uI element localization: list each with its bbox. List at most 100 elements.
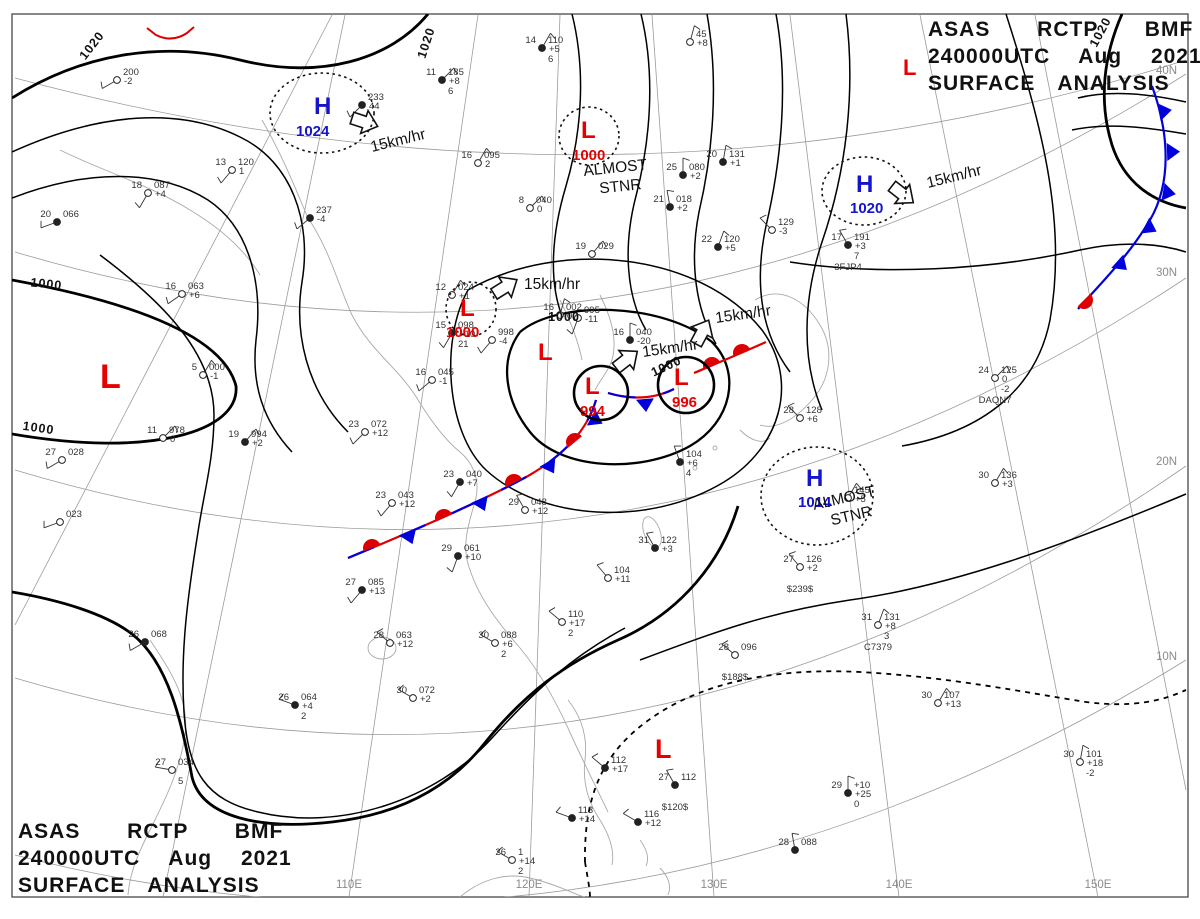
center-value: 1014	[798, 494, 832, 511]
center-dotted-ring	[558, 106, 620, 166]
svg-text:028: 028	[68, 447, 84, 458]
station-plot: 16 063+6	[165, 281, 204, 305]
isobar-label: 1000	[548, 310, 580, 324]
station-plot: 25 080+2	[666, 157, 705, 182]
station-plot: 995-11	[566, 305, 600, 335]
svg-text:-20: -20	[637, 336, 651, 347]
svg-text:2: 2	[501, 649, 506, 660]
svg-text:018: 018	[676, 194, 692, 205]
isobars	[12, 14, 1187, 897]
svg-text:+8: +8	[697, 38, 708, 49]
svg-text:+6: +6	[807, 414, 818, 425]
svg-text:064: 064	[301, 692, 317, 703]
svg-text:27: 27	[783, 554, 794, 565]
center-letter: L	[460, 295, 475, 322]
center-value: 1000	[446, 324, 479, 341]
low-center: L 1000	[558, 106, 620, 166]
station-plot: 237-4	[294, 205, 332, 230]
station-circle	[474, 159, 482, 167]
stationary-front	[347, 399, 603, 560]
lat-label: 40N	[1156, 65, 1177, 77]
station-circle	[731, 651, 739, 659]
svg-text:27: 27	[155, 757, 166, 768]
svg-text:19: 19	[575, 241, 586, 252]
svg-text:116: 116	[644, 809, 659, 820]
svg-text:110: 110	[568, 609, 583, 620]
station-plot: 29 048+12	[508, 493, 548, 517]
svg-text:128: 128	[806, 405, 822, 416]
station-plot: 110+172	[548, 607, 585, 639]
station-plot: 200-2	[100, 67, 139, 89]
station-circle	[358, 101, 366, 109]
svg-text:11: 11	[426, 67, 436, 78]
svg-text:066: 066	[63, 209, 79, 220]
center-dotted-ring	[445, 281, 497, 337]
svg-text:11: 11	[147, 425, 157, 436]
station-plot: 45+8	[686, 25, 708, 49]
warm-front-pip	[435, 509, 453, 522]
cold-front-pip	[1111, 254, 1127, 271]
station-circle	[241, 438, 249, 446]
svg-text:44: 44	[369, 101, 380, 112]
station-plot: 28 088	[778, 832, 817, 854]
station-circle	[874, 621, 882, 629]
svg-text:$188$: $188$	[722, 672, 749, 683]
svg-text:+3: +3	[1002, 479, 1013, 490]
svg-text:+2: +2	[677, 203, 688, 214]
station-circle	[428, 376, 436, 384]
station-circle	[1076, 758, 1084, 766]
station-plot: 28 096 $188$	[718, 640, 757, 683]
lon-label: 150E	[1085, 879, 1112, 891]
station-circle	[409, 694, 417, 702]
station-circle	[934, 699, 942, 707]
station-plot: 104+64	[673, 445, 702, 479]
center-value: 994	[580, 403, 606, 420]
svg-text:19: 19	[228, 429, 239, 440]
svg-text:-2: -2	[124, 76, 132, 87]
svg-text:$120$: $120$	[662, 802, 689, 813]
svg-text:+2: +2	[420, 694, 431, 705]
center-value: 1024	[296, 123, 330, 140]
svg-text:+8: +8	[449, 76, 460, 87]
svg-text:+1: +1	[459, 291, 470, 302]
svg-text:088: 088	[501, 630, 517, 641]
station-circle	[361, 428, 369, 436]
station-plot: 29 +10+250	[831, 775, 871, 810]
movement-arrow	[489, 275, 518, 301]
svg-text:120: 120	[238, 157, 254, 168]
svg-text:+12: +12	[372, 428, 388, 439]
svg-text:104: 104	[686, 449, 702, 460]
station-circle	[438, 76, 446, 84]
station-circle	[568, 814, 576, 822]
svg-text:107: 107	[944, 690, 960, 701]
svg-text:+3: +3	[662, 544, 673, 555]
station-plot: 19 994+2	[228, 428, 267, 449]
svg-text:080: 080	[689, 162, 705, 173]
station-plot: 23 043+12	[375, 490, 415, 517]
low-center: L 996	[656, 355, 716, 415]
cold-front-pip	[1161, 182, 1176, 201]
high-center: H 1024	[269, 72, 375, 154]
svg-text:24: 24	[978, 365, 989, 376]
svg-text:+6: +6	[687, 458, 698, 469]
svg-text:5: 5	[178, 776, 183, 787]
svg-text:040: 040	[466, 469, 482, 480]
station-circle	[491, 639, 499, 647]
cold-front	[1077, 85, 1180, 310]
svg-text:2: 2	[485, 159, 490, 170]
svg-text:237: 237	[316, 205, 332, 216]
cold-front-pip	[1140, 217, 1157, 234]
center-value: 996	[672, 394, 697, 411]
station-plot: 27 085+13	[345, 577, 385, 604]
low-mark: L	[903, 55, 916, 80]
station-circle	[178, 290, 186, 298]
movement-arrow	[349, 108, 379, 135]
station-plot: 023	[43, 509, 82, 529]
svg-text:110: 110	[548, 35, 563, 46]
center-letter: L	[674, 364, 689, 391]
warm-front-pip	[566, 433, 582, 448]
